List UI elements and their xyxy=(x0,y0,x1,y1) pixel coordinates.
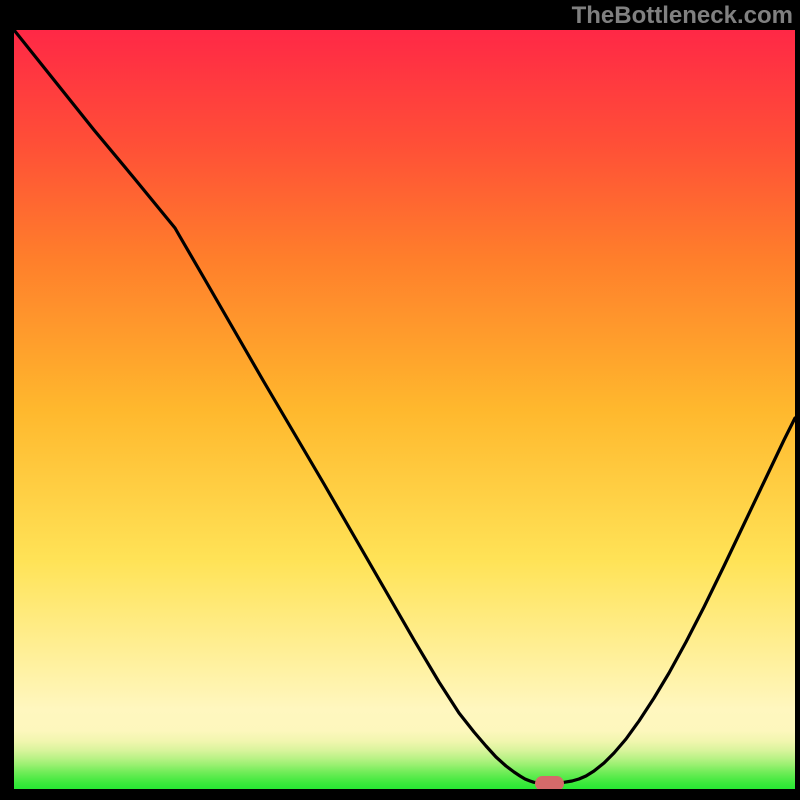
plot-area xyxy=(14,30,795,789)
bottleneck-curve xyxy=(14,30,795,783)
curve-layer xyxy=(14,30,795,789)
optimum-marker xyxy=(535,776,564,790)
watermark-text: TheBottleneck.com xyxy=(572,2,793,30)
